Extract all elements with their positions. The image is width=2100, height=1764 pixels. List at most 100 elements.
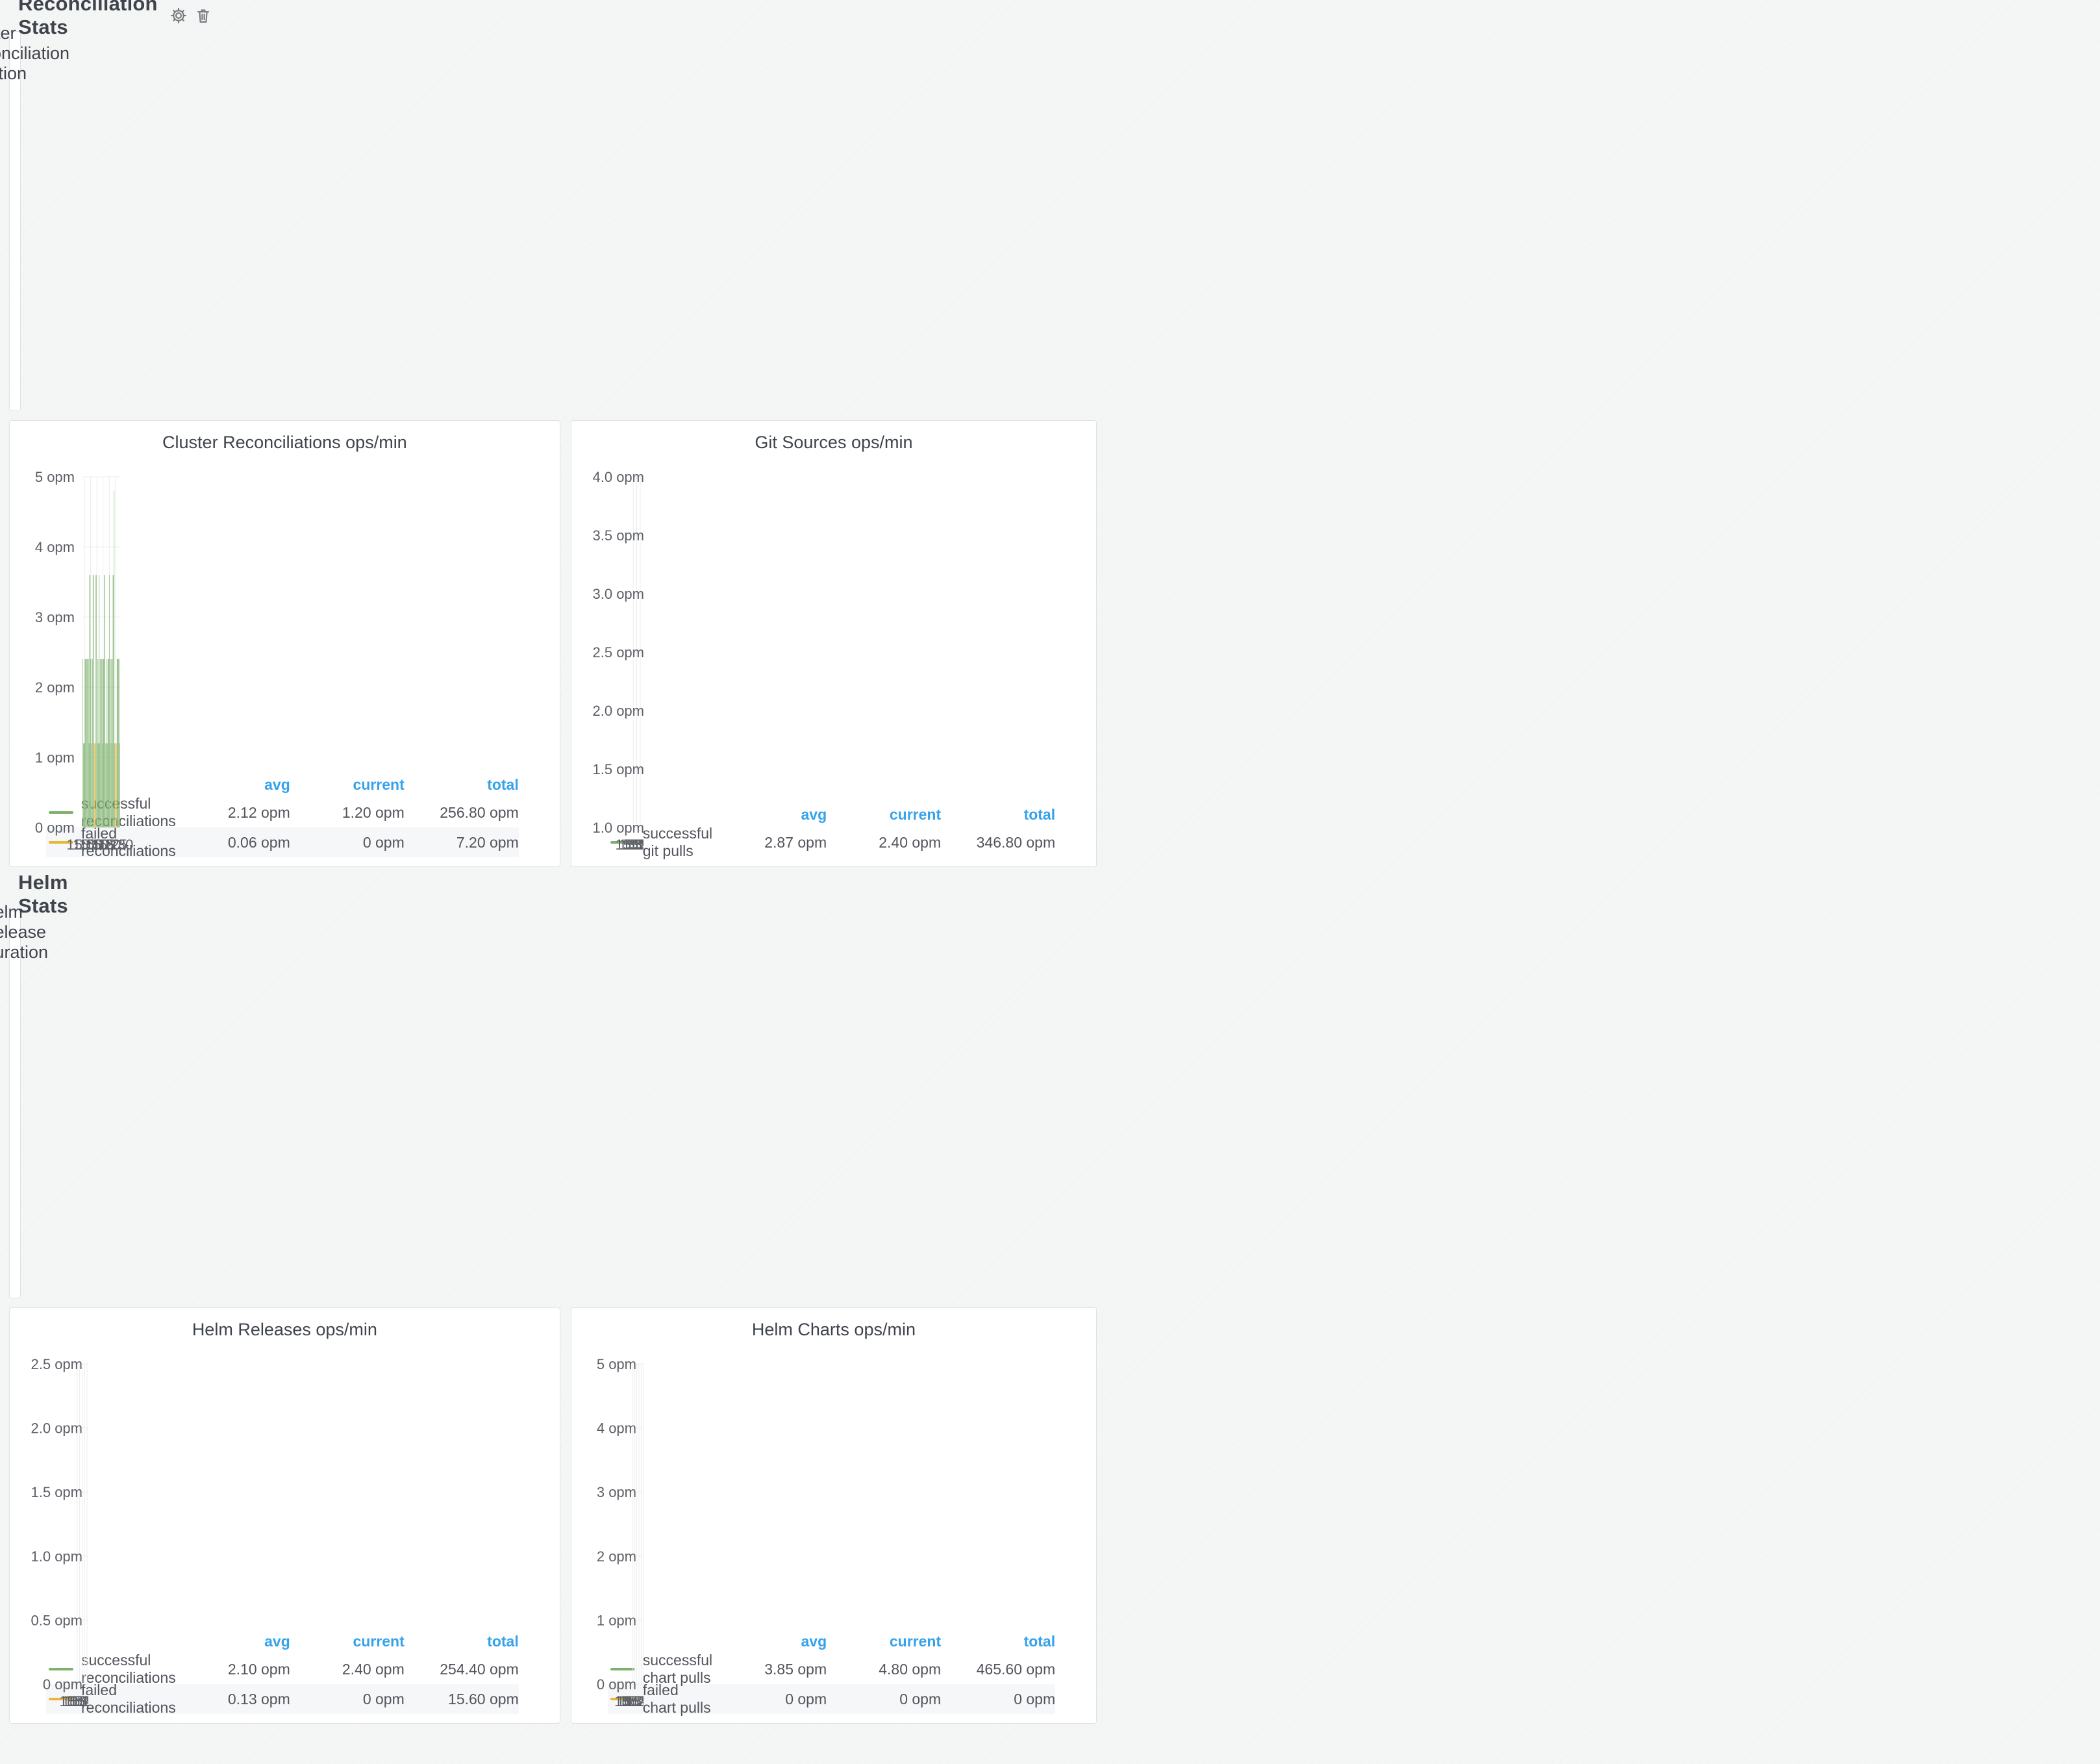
svg-text:3.0 opm: 3.0 opm xyxy=(592,586,644,602)
legend-value-avg: 2.12 opm xyxy=(227,803,290,821)
settings-button[interactable] xyxy=(169,3,188,29)
series-color-dash-icon xyxy=(610,1698,635,1700)
legend-value-total: 0 opm xyxy=(1014,1690,1056,1707)
legend-value-current: 1.20 opm xyxy=(342,803,405,821)
helm-releases-ops-chart[interactable]: 2.5 opm 2.0 opm 1.5 opm 1.0 opm 0.5 opm 0 opm… xyxy=(15,1347,555,1709)
legend-value-current: 4.80 opm xyxy=(879,1660,942,1678)
series-color-dash-icon xyxy=(49,1698,73,1700)
svg-text:15:30: 15:30 xyxy=(615,837,643,853)
dashboard: Reconciliation Stats Cluster Reconciliat… xyxy=(0,0,1097,1724)
legend-row: successful chart pulls 3.85 opm 4.80 opm 46… xyxy=(608,1652,1056,1686)
panel-title[interactable]: Helm Releases ops/min xyxy=(192,1319,377,1339)
legend-series-name[interactable]: failed reconciliations xyxy=(81,1682,176,1716)
series-color-dash-icon xyxy=(49,811,73,814)
section-helm-stats[interactable]: Helm Stats xyxy=(9,871,68,917)
svg-text:4.0 opm: 4.0 opm xyxy=(592,469,644,485)
legend-value-current: 2.40 opm xyxy=(342,1660,405,1678)
series-color-dash-icon xyxy=(49,1668,73,1670)
delete-button[interactable] xyxy=(194,3,212,29)
legend-series-name[interactable]: failed chart pulls xyxy=(642,1682,711,1716)
section-title[interactable]: Reconciliation Stats xyxy=(18,0,158,38)
panel-helm-charts-ops: Helm Charts ops/min 5 opm 4 opm 3 opm 2 opm… xyxy=(570,1307,1097,1724)
gear-icon xyxy=(170,7,186,24)
svg-text:2.0 opm: 2.0 opm xyxy=(31,1420,83,1437)
cluster-reconciliations-ops-chart[interactable]: 5 opm 4 opm 3 opm 2 opm 1 opm 0 opm 15:05 15:10… xyxy=(15,460,555,853)
legend-value-total: 465.60 opm xyxy=(976,1660,1056,1678)
legend-series-name[interactable]: successful git pulls xyxy=(642,825,713,859)
legend-value-current: 2.40 opm xyxy=(879,833,942,851)
legend-value-total: 15.60 opm xyxy=(448,1690,519,1707)
legend: avg current total successful git pulls 2.87 … xyxy=(577,800,1091,863)
legend-series-name[interactable]: successful chart pulls xyxy=(642,1652,713,1686)
panel-title[interactable]: Helm Charts ops/min xyxy=(751,1319,916,1339)
legend-col-total[interactable]: total xyxy=(1023,805,1056,823)
legend-row: successful reconciliations 2.10 opm 2.40 o… xyxy=(46,1652,519,1686)
legend-col-current[interactable]: current xyxy=(889,805,942,823)
legend-header: avg current total xyxy=(608,801,1055,827)
legend-header: avg current total xyxy=(608,1628,1055,1654)
legend: avg current total successful reconciliation… xyxy=(15,1627,555,1719)
svg-text:2.5 opm: 2.5 opm xyxy=(592,644,644,661)
svg-text:15:10: 15:10 xyxy=(73,837,108,853)
svg-text:15:30: 15:30 xyxy=(59,1693,88,1709)
legend-value-avg: 2.87 opm xyxy=(764,833,827,851)
legend-col-avg[interactable]: avg xyxy=(801,805,827,823)
trash-icon xyxy=(197,9,209,23)
legend-col-total[interactable]: total xyxy=(1023,1632,1056,1650)
svg-text:4 opm: 4 opm xyxy=(35,539,75,555)
series-color-dash-icon xyxy=(610,841,635,844)
svg-text:2 opm: 2 opm xyxy=(35,679,75,696)
svg-text:1.5 opm: 1.5 opm xyxy=(592,761,644,777)
panel-title[interactable]: Cluster Reconciliations ops/min xyxy=(162,432,407,452)
legend-row: failed reconciliations 0.06 opm 0 opm 7.20 … xyxy=(46,825,519,859)
svg-text:1.0 opm: 1.0 opm xyxy=(31,1548,83,1565)
section-reconciliation-stats[interactable]: Reconciliation Stats xyxy=(9,0,209,38)
panel-title[interactable]: Git Sources ops/min xyxy=(755,432,913,452)
legend: avg current total successful chart pulls 3.8… xyxy=(577,1627,1091,1719)
panel-helm-releases-ops: Helm Releases ops/min 2.5 opm 2.0 opm 1.5 … xyxy=(9,1307,560,1724)
releases-svg: 2.5 opm 2.0 opm 1.5 opm 1.0 opm 0.5 opm 0 opm… xyxy=(31,1356,108,1709)
svg-text:1.0 opm: 1.0 opm xyxy=(592,820,644,836)
legend-col-total[interactable]: total xyxy=(487,1632,519,1650)
svg-text:15:25: 15:25 xyxy=(92,837,127,853)
git_sources-svg: 4.0 opm 3.5 opm 3.0 opm 2.5 opm 2.0 opm 1.5 o… xyxy=(592,469,668,853)
legend-value-current: 0 opm xyxy=(362,833,405,851)
svg-text:15:30: 15:30 xyxy=(614,1693,644,1709)
legend-value-current: 0 opm xyxy=(362,1690,405,1707)
section-title[interactable]: Helm Stats xyxy=(18,871,68,917)
legend-series-name[interactable]: successful reconciliations xyxy=(81,1652,176,1686)
legend-value-avg: 2.10 opm xyxy=(227,1660,290,1678)
legend-col-current[interactable]: current xyxy=(889,1632,942,1650)
legend-value-avg: 0.13 opm xyxy=(227,1690,290,1707)
svg-text:15:30: 15:30 xyxy=(97,837,133,853)
svg-text:15:15: 15:15 xyxy=(79,837,115,853)
legend-header: avg current total xyxy=(46,1628,519,1654)
legend-value-total: 346.80 opm xyxy=(976,833,1056,851)
legend-row: failed reconciliations 0.13 opm 0 opm 15.60… xyxy=(46,1682,519,1716)
svg-text:0 opm: 0 opm xyxy=(597,1676,636,1693)
recon_ops-svg: 5 opm 4 opm 3 opm 2 opm 1 opm 0 opm15:0515:10… xyxy=(35,469,134,853)
svg-text:1.5 opm: 1.5 opm xyxy=(31,1484,83,1500)
svg-text:2 opm: 2 opm xyxy=(597,1548,636,1565)
panel-cluster-reconciliation-duration: Cluster Reconciliation Duration 10.5 s10… xyxy=(0,23,96,411)
legend-col-current[interactable]: current xyxy=(353,1632,405,1650)
panel-git-sources-ops: Git Sources ops/min 4.0 opm 3.5 opm 3.0 op… xyxy=(570,420,1097,867)
legend-col-avg[interactable]: avg xyxy=(264,1632,290,1650)
svg-text:3 opm: 3 opm xyxy=(35,609,75,625)
legend-col-current[interactable]: current xyxy=(353,775,405,793)
svg-text:0 opm: 0 opm xyxy=(35,820,75,836)
svg-text:3.5 opm: 3.5 opm xyxy=(592,527,644,544)
svg-text:3 opm: 3 opm xyxy=(597,1484,636,1500)
legend-header: avg current total xyxy=(46,772,519,798)
legend-col-total[interactable]: total xyxy=(487,775,519,793)
series-color-dash-icon xyxy=(610,1668,635,1670)
svg-text:4 opm: 4 opm xyxy=(597,1420,636,1437)
svg-text:5 opm: 5 opm xyxy=(597,1356,636,1372)
svg-text:15:20: 15:20 xyxy=(85,837,121,853)
legend-col-avg[interactable]: avg xyxy=(801,1632,827,1650)
git-sources-ops-chart[interactable]: 4.0 opm 3.5 opm 3.0 opm 2.5 opm 2.0 opm 1.5 o… xyxy=(577,460,1091,853)
legend-col-avg[interactable]: avg xyxy=(264,775,290,793)
